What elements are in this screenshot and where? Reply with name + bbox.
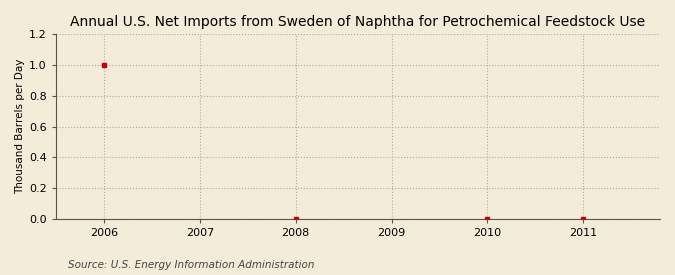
Title: Annual U.S. Net Imports from Sweden of Naphtha for Petrochemical Feedstock Use: Annual U.S. Net Imports from Sweden of N… bbox=[70, 15, 645, 29]
Y-axis label: Thousand Barrels per Day: Thousand Barrels per Day bbox=[15, 59, 25, 194]
Text: Source: U.S. Energy Information Administration: Source: U.S. Energy Information Administ… bbox=[68, 260, 314, 270]
